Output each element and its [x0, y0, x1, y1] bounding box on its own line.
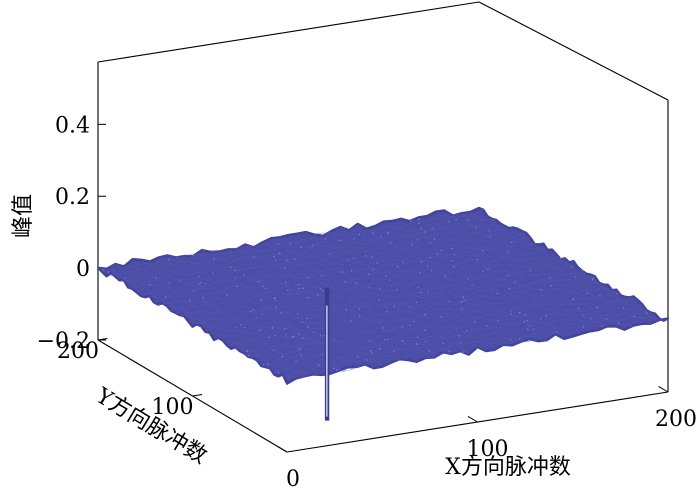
tick-labels: −0.2 0 0.2 0.4 0 100 200 100 200 [37, 113, 697, 492]
x-tick-mark [467, 415, 478, 423]
x-tick-label: 0 [286, 467, 300, 492]
x-tick-mark [277, 445, 288, 453]
box-top-back-right [478, 1, 669, 101]
y-tick-label: 100 [152, 395, 194, 420]
surface-mesh [97, 207, 669, 384]
z-axis-label: 峰值 [11, 194, 36, 238]
x-tick-mark [658, 385, 669, 393]
surface-layer [96, 206, 670, 421]
z-tick-label: 0.4 [55, 113, 90, 138]
z-tick-label: 0 [76, 257, 90, 282]
x-tick-label: 100 [467, 437, 509, 462]
surface-speckle [102, 215, 648, 374]
x-axis-label: X方向脉冲数 [445, 455, 571, 480]
z-tick-label: 0.2 [55, 185, 90, 210]
z-tick-label: −0.2 [37, 329, 90, 354]
y-tick-label: 200 [57, 339, 99, 364]
x-tick-label: 200 [655, 407, 697, 432]
y-tick-mark [192, 394, 203, 397]
box-top-back-left [97, 1, 480, 63]
y-tick-mark [97, 338, 108, 341]
tick-marks [97, 123, 669, 453]
